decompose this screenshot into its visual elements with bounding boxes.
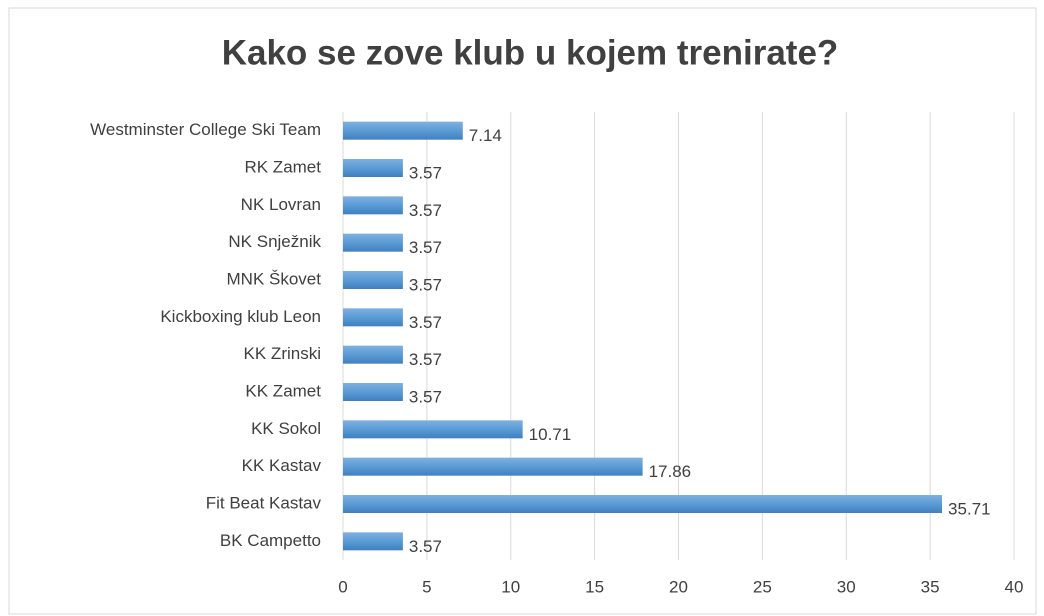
bar (343, 121, 463, 140)
value-label: 7.14 (469, 126, 502, 145)
bar (343, 345, 403, 364)
bar (343, 233, 403, 252)
value-label: 3.57 (409, 350, 442, 369)
y-tick-label: MNK Škovet (227, 269, 322, 288)
x-tick-label: 40 (1005, 577, 1024, 596)
y-tick-label: Westminster College Ski Team (90, 120, 321, 139)
bar (343, 420, 523, 439)
chart-title: Kako se zove klub u kojem trenirate? (222, 33, 839, 72)
bar (343, 495, 943, 513)
x-tick-label: 5 (422, 577, 431, 596)
value-label: 3.57 (409, 238, 442, 257)
bar (343, 383, 403, 401)
x-tick-label: 0 (338, 577, 347, 596)
y-tick-label: KK Sokol (251, 419, 321, 438)
bar (343, 532, 403, 551)
x-tick-label: 10 (501, 577, 520, 596)
bar (343, 457, 643, 476)
value-label: 3.57 (409, 275, 442, 294)
y-tick-label: NK Snježnik (228, 232, 321, 251)
value-label: 35.71 (948, 499, 991, 518)
value-label: 3.57 (409, 313, 442, 332)
y-tick-label: RK Zamet (244, 157, 321, 176)
bar (343, 159, 403, 177)
bar (343, 271, 403, 289)
x-tick-label: 30 (837, 577, 856, 596)
y-tick-label: KK Kastav (242, 456, 322, 475)
y-tick-label: Fit Beat Kastav (206, 493, 322, 512)
bar (343, 308, 403, 327)
x-tick-label: 25 (753, 577, 772, 596)
value-label: 10.71 (529, 425, 572, 444)
y-tick-label: BK Campetto (220, 531, 321, 550)
y-tick-label: Kickboxing klub Leon (160, 307, 321, 326)
value-label: 3.57 (409, 537, 442, 556)
value-label: 17.86 (649, 462, 692, 481)
x-tick-label: 15 (585, 577, 604, 596)
y-tick-label: NK Lovran (241, 195, 321, 214)
bar (343, 196, 403, 215)
y-tick-label: KK Zrinski (244, 344, 321, 363)
value-label: 3.57 (409, 201, 442, 220)
x-tick-label: 35 (921, 577, 940, 596)
y-tick-label: KK Zamet (245, 381, 321, 400)
x-tick-label: 20 (669, 577, 688, 596)
value-label: 3.57 (409, 387, 442, 406)
value-label: 3.57 (409, 163, 442, 182)
